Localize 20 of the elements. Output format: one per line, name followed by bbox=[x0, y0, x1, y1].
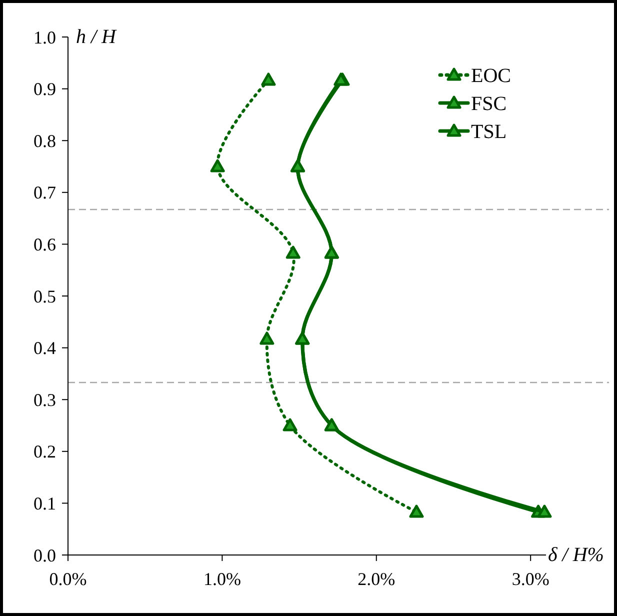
y-tick-label: 0.0 bbox=[34, 545, 56, 566]
x-axis-title: δ / H% bbox=[548, 544, 604, 566]
y-tick-label: 0.8 bbox=[34, 130, 56, 151]
x-tick-label: 0.0% bbox=[49, 569, 87, 589]
legend-label: FSC bbox=[471, 93, 507, 115]
x-tick-label: 2.0% bbox=[358, 569, 396, 589]
y-axis-title: h / H bbox=[76, 26, 118, 48]
legend-label: TSL bbox=[471, 121, 507, 143]
legend-label: EOC bbox=[471, 65, 511, 87]
y-tick-label: 0.9 bbox=[34, 79, 56, 100]
x-tick-label: 1.0% bbox=[203, 569, 241, 589]
y-tick-label: 0.7 bbox=[34, 182, 56, 203]
y-tick-label: 0.4 bbox=[34, 338, 56, 358]
y-tick-label: 0.1 bbox=[34, 494, 56, 514]
x-tick-label: 3.0% bbox=[512, 569, 550, 589]
y-tick-label: 0.5 bbox=[34, 286, 56, 306]
y-tick-label: 0.2 bbox=[34, 442, 56, 462]
y-tick-label: 0.6 bbox=[34, 234, 56, 254]
y-tick-label: 0.3 bbox=[34, 390, 56, 410]
y-tick-label: 1.0 bbox=[34, 27, 56, 48]
